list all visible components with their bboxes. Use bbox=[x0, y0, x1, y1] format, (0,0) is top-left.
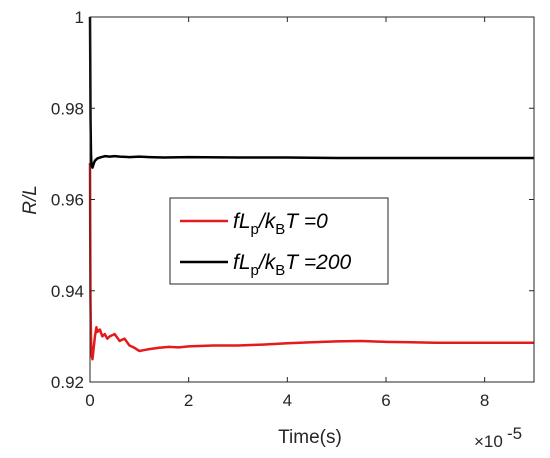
y-tick-label: 0.94 bbox=[51, 282, 84, 301]
x-multiplier-label: ×10 bbox=[474, 432, 503, 451]
x-multiplier-exponent: -5 bbox=[507, 424, 522, 443]
series-line-0 bbox=[88, 162, 534, 361]
x-tick-label: 6 bbox=[381, 391, 390, 410]
x-tick-label: 8 bbox=[480, 391, 489, 410]
x-tick-label: 2 bbox=[184, 391, 193, 410]
y-tick-label: 1 bbox=[75, 8, 84, 27]
y-tick-label: 0.98 bbox=[51, 99, 84, 118]
y-tick-label: 0.96 bbox=[51, 191, 84, 210]
x-tick-label: 4 bbox=[283, 391, 292, 410]
legend: fLp/kBT =0 fLp/kBT =200 bbox=[169, 197, 389, 285]
axis-layer: 0 2 4 6 8 0.92 0.94 0.96 0.98 1 bbox=[51, 8, 535, 410]
legend-label-series-0: fLp/kBT =0 bbox=[233, 210, 328, 238]
y-axis-label: R/L bbox=[20, 185, 41, 215]
legend-box bbox=[169, 197, 389, 285]
y-tick-label: 0.92 bbox=[51, 373, 84, 392]
x-tick-label: 0 bbox=[85, 391, 94, 410]
series-line-1 bbox=[88, 16, 534, 169]
x-axis-label: Time(s) bbox=[278, 427, 342, 448]
legend-label-series-1: fLp/kBT =200 bbox=[233, 251, 352, 279]
series-layer bbox=[88, 16, 534, 361]
